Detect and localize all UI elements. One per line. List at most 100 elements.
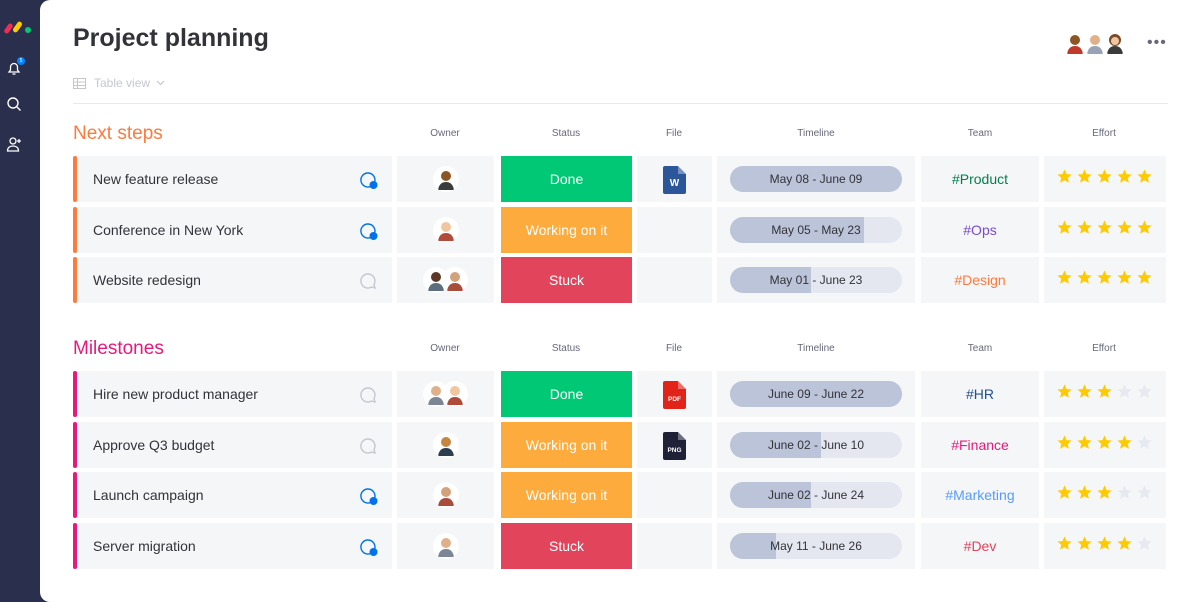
star-filled-icon[interactable] (1116, 219, 1133, 236)
file-cell[interactable] (637, 257, 712, 303)
owner-cell[interactable] (397, 522, 494, 569)
star-filled-icon[interactable] (1096, 383, 1113, 400)
column-header-team[interactable]: Team (967, 128, 993, 139)
star-filled-icon[interactable] (1076, 219, 1093, 236)
table-row[interactable]: New feature release Done W May 08 - June 09… (73, 156, 1168, 202)
status-label[interactable]: Working on it (501, 472, 632, 518)
column-header-file[interactable]: File (665, 128, 683, 139)
item-name[interactable]: Website redesign (93, 272, 201, 288)
team-tag[interactable]: #Ops (921, 206, 1039, 253)
timeline-bar[interactable]: June 09 - June 22 (730, 381, 902, 407)
search-icon[interactable] (6, 96, 22, 112)
board-members[interactable] (1062, 30, 1128, 56)
item-name[interactable]: Server migration (93, 537, 196, 554)
status-label[interactable]: Working on it (501, 421, 632, 468)
table-row[interactable]: Approve Q3 budget Working on it PNG June 02… (73, 421, 1168, 468)
effort-cell[interactable] (1044, 206, 1166, 253)
column-header-team[interactable]: Team (967, 343, 993, 354)
status-label[interactable]: Done (501, 156, 632, 202)
timeline-cell[interactable]: May 11 - June 26 (717, 522, 915, 569)
star-empty-icon[interactable] (1116, 383, 1133, 400)
timeline-bar[interactable]: June 02 - June 10 (730, 431, 902, 458)
star-filled-icon[interactable] (1056, 434, 1073, 451)
effort-rating[interactable] (1056, 168, 1156, 185)
timeline-bar[interactable]: May 11 - June 26 (730, 532, 902, 559)
item-name-cell[interactable]: Website redesign (73, 257, 392, 303)
star-empty-icon[interactable] (1136, 434, 1153, 451)
item-name[interactable]: New feature release (93, 171, 219, 187)
status-label[interactable]: Done (501, 371, 632, 417)
status-label[interactable]: Stuck (501, 257, 632, 303)
star-filled-icon[interactable] (1076, 269, 1093, 286)
star-filled-icon[interactable] (1096, 219, 1113, 236)
effort-rating[interactable] (1056, 535, 1156, 552)
file-cell[interactable]: W (637, 156, 712, 202)
chat-active-icon[interactable] (358, 170, 378, 190)
star-filled-icon[interactable] (1096, 434, 1113, 451)
item-name-cell[interactable]: Approve Q3 budget (73, 421, 392, 468)
timeline-cell[interactable]: May 05 - May 23 (717, 206, 915, 253)
effort-rating[interactable] (1056, 484, 1156, 501)
group-title[interactable]: Next steps (73, 123, 163, 144)
table-row[interactable]: Conference in New York Working on it May 0… (73, 206, 1168, 253)
column-header-timeline[interactable]: Timeline (797, 343, 835, 354)
chat-active-icon[interactable] (358, 537, 378, 557)
timeline-bar[interactable]: June 02 - June 24 (730, 482, 902, 508)
chat-active-icon[interactable] (358, 486, 378, 506)
effort-rating[interactable] (1056, 383, 1156, 400)
owner-cell[interactable] (397, 472, 494, 518)
star-empty-icon[interactable] (1136, 484, 1153, 501)
status-label[interactable]: Stuck (501, 522, 632, 569)
item-name-cell[interactable]: Hire new product manager (73, 371, 392, 417)
star-filled-icon[interactable] (1136, 168, 1153, 185)
star-filled-icon[interactable] (1076, 535, 1093, 552)
star-filled-icon[interactable] (1136, 219, 1153, 236)
timeline-cell[interactable]: May 08 - June 09 (717, 156, 915, 202)
effort-cell[interactable] (1044, 156, 1166, 202)
timeline-cell[interactable]: June 02 - June 24 (717, 472, 915, 518)
team-tag[interactable]: #Marketing (921, 472, 1039, 518)
view-selector[interactable]: Table view (73, 76, 173, 90)
effort-cell[interactable] (1044, 371, 1166, 417)
owner-cell[interactable] (397, 206, 494, 253)
star-filled-icon[interactable] (1056, 535, 1073, 552)
column-header-owner[interactable]: Owner (430, 128, 460, 139)
star-filled-icon[interactable] (1056, 484, 1073, 501)
table-row[interactable]: Server migration Stuck May 11 - June 26 #De… (73, 522, 1168, 569)
star-filled-icon[interactable] (1076, 484, 1093, 501)
effort-rating[interactable] (1056, 269, 1156, 286)
table-row[interactable]: Hire new product manager Done PDF June 09 -… (73, 371, 1168, 417)
pdf-file-icon[interactable]: PDF (663, 381, 686, 409)
team-tag[interactable]: #Dev (921, 522, 1039, 569)
chat-icon[interactable] (358, 385, 378, 405)
star-filled-icon[interactable] (1116, 535, 1133, 552)
timeline-cell[interactable]: June 02 - June 10 (717, 421, 915, 468)
team-tag[interactable]: #Product (921, 156, 1039, 202)
effort-cell[interactable] (1044, 421, 1166, 468)
star-empty-icon[interactable] (1136, 383, 1153, 400)
add-user-icon[interactable] (6, 136, 22, 152)
effort-cell[interactable] (1044, 472, 1166, 518)
star-filled-icon[interactable] (1096, 484, 1113, 501)
word-file-icon[interactable]: W (663, 166, 686, 194)
column-header-status[interactable]: Status (551, 343, 581, 354)
timeline-bar[interactable]: May 08 - June 09 (730, 166, 902, 192)
item-name[interactable]: Approve Q3 budget (93, 436, 215, 453)
png-file-icon[interactable]: PNG (663, 431, 686, 460)
star-filled-icon[interactable] (1116, 168, 1133, 185)
star-filled-icon[interactable] (1076, 168, 1093, 185)
chat-active-icon[interactable] (358, 221, 378, 241)
effort-cell[interactable] (1044, 257, 1166, 303)
timeline-bar[interactable]: May 05 - May 23 (730, 216, 902, 243)
star-filled-icon[interactable] (1116, 269, 1133, 286)
timeline-cell[interactable]: June 09 - June 22 (717, 371, 915, 417)
team-tag[interactable]: #Finance (921, 421, 1039, 468)
file-cell[interactable] (637, 522, 712, 569)
monday-logo-icon[interactable] (4, 12, 36, 36)
star-filled-icon[interactable] (1056, 219, 1073, 236)
owner-cell[interactable] (397, 257, 494, 303)
star-empty-icon[interactable] (1136, 535, 1153, 552)
star-filled-icon[interactable] (1096, 168, 1113, 185)
item-name[interactable]: Conference in New York (93, 221, 244, 238)
effort-rating[interactable] (1056, 219, 1156, 236)
